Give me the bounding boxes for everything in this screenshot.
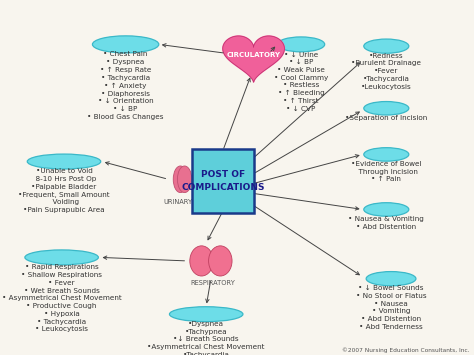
Ellipse shape bbox=[27, 154, 100, 169]
FancyBboxPatch shape bbox=[192, 149, 254, 213]
Ellipse shape bbox=[190, 246, 213, 276]
Ellipse shape bbox=[177, 166, 192, 192]
Ellipse shape bbox=[173, 166, 188, 192]
Text: •Separation of Incision: •Separation of Incision bbox=[345, 115, 428, 121]
Text: • Chest Pain
• Dyspnea
• ↑ Resp Rate
• Tachycardia
• ↑ Anxiety
• Diaphoresis
• ↓: • Chest Pain • Dyspnea • ↑ Resp Rate • T… bbox=[87, 51, 164, 120]
Text: • Nausea & Vomiting
• Abd Distention: • Nausea & Vomiting • Abd Distention bbox=[348, 216, 424, 230]
Ellipse shape bbox=[277, 37, 325, 52]
Ellipse shape bbox=[364, 39, 409, 53]
Ellipse shape bbox=[364, 203, 409, 216]
Text: CIRCULATORY: CIRCULATORY bbox=[227, 52, 281, 58]
Polygon shape bbox=[223, 36, 284, 82]
Ellipse shape bbox=[169, 307, 243, 322]
Text: • Rapid Respirations
• Shallow Respirations
• Fever
• Wet Breath Sounds
• Asymme: • Rapid Respirations • Shallow Respirati… bbox=[2, 264, 121, 333]
Text: POST OF
COMPLICATIONS: POST OF COMPLICATIONS bbox=[181, 170, 264, 192]
Text: •Dyspnea
•Tachypnea
•↓ Breath Sounds
•Asymmetrical Chest Movement
•Tachycardia
↑: •Dyspnea •Tachypnea •↓ Breath Sounds •As… bbox=[147, 321, 265, 355]
Text: ©2007 Nursing Education Consultants, Inc.: ©2007 Nursing Education Consultants, Inc… bbox=[342, 348, 469, 353]
Text: •Unable to Void
  8-10 Hrs Post Op
•Palpable Bladder
•Frequent, Small Amount
  V: •Unable to Void 8-10 Hrs Post Op •Palpab… bbox=[18, 168, 110, 213]
Text: •Redness
•Purulent Drainage
•Fever
•Tachycardia
•Leukocytosis: •Redness •Purulent Drainage •Fever •Tach… bbox=[351, 53, 421, 89]
Ellipse shape bbox=[209, 246, 232, 276]
Ellipse shape bbox=[92, 36, 159, 53]
Text: URINARY: URINARY bbox=[163, 199, 192, 205]
Text: RESPIRATORY: RESPIRATORY bbox=[191, 280, 236, 286]
Text: • ↓ Urine
• ↓ BP
• Weak Pulse
• Cool Clammy
• Restless
• ↑ Bleeding
• ↑ Thirst
•: • ↓ Urine • ↓ BP • Weak Pulse • Cool Cla… bbox=[274, 51, 328, 112]
Ellipse shape bbox=[366, 272, 416, 286]
Text: • ↓ Bowel Sounds
• No Stool or Flatus
• Nausea
• Vomiting
• Abd Distention
• Abd: • ↓ Bowel Sounds • No Stool or Flatus • … bbox=[356, 285, 426, 330]
Ellipse shape bbox=[364, 102, 409, 115]
Text: •Evidence of Bowel
  Through Incision
• ↑ Pain: •Evidence of Bowel Through Incision • ↑ … bbox=[351, 161, 421, 182]
Ellipse shape bbox=[25, 250, 99, 265]
Ellipse shape bbox=[364, 148, 409, 161]
